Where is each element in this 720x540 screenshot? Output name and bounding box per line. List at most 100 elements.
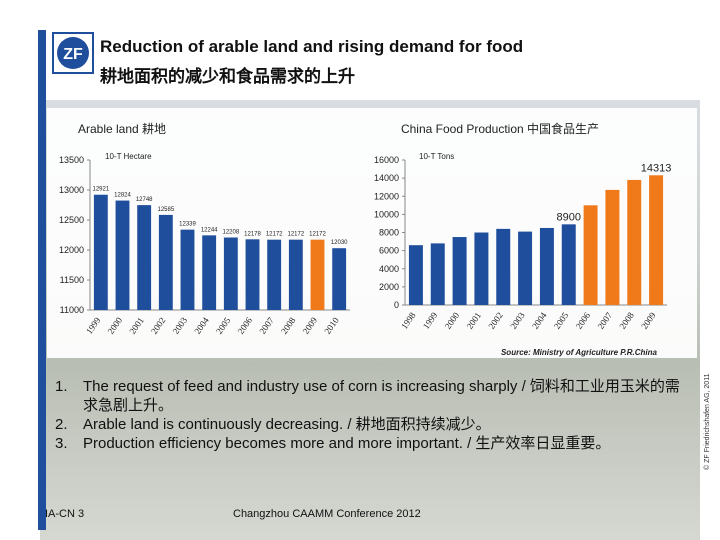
bullet-list: 1. The request of feed and industry use o… xyxy=(55,377,685,453)
bar xyxy=(649,175,664,305)
bullet-number: 2. xyxy=(55,416,68,433)
y-tick-label: 13000 xyxy=(59,185,84,195)
data-label: 12585 xyxy=(157,207,174,213)
y-tick-label: 0 xyxy=(394,300,399,310)
bullet-text: Production efficiency becomes more and m… xyxy=(83,435,611,452)
data-label: 12172 xyxy=(309,232,326,238)
y-tick-label: 12000 xyxy=(59,245,84,255)
x-tick-label: 2010 xyxy=(322,315,341,336)
x-tick-label: 2003 xyxy=(508,310,527,331)
y-tick-label: 12500 xyxy=(59,215,84,225)
chart-title: China Food Production 中国食品生产 xyxy=(401,121,599,136)
y-tick-label: 11500 xyxy=(60,275,84,285)
bar xyxy=(474,232,489,305)
data-label: 12824 xyxy=(114,193,131,199)
bullet-text: The request of feed and industry use of … xyxy=(83,378,680,414)
y-tick-label: 13500 xyxy=(59,155,84,165)
logo: ZF xyxy=(52,32,94,74)
x-tick-label: 2009 xyxy=(301,315,320,336)
data-label: 12748 xyxy=(136,197,153,203)
data-label: 14313 xyxy=(641,162,672,174)
bullet: 3. Production efficiency becomes more and… xyxy=(55,434,685,453)
accent-bar xyxy=(38,30,46,530)
svg-text:ZF: ZF xyxy=(63,46,83,63)
x-tick-label: 2006 xyxy=(236,315,255,336)
x-tick-label: 2002 xyxy=(149,315,168,335)
bar xyxy=(180,229,195,310)
x-tick-label: 2005 xyxy=(214,315,233,336)
bar xyxy=(267,239,282,310)
unit-label: 10-T Hectare xyxy=(105,152,152,161)
y-tick-label: 11000 xyxy=(60,305,84,315)
x-tick-label: 2009 xyxy=(639,310,658,331)
chart-panel: Arable land 耕地 10-T Hectare 11000 11500 1200… xyxy=(47,108,697,358)
bar xyxy=(430,243,445,305)
x-tick-label: 2007 xyxy=(257,315,276,336)
data-label: 12030 xyxy=(331,240,348,246)
slide-subtitle: 耕地面积的减少和食品需求的上升 xyxy=(100,67,355,86)
bar xyxy=(408,245,423,305)
data-label: 12172 xyxy=(266,232,283,238)
x-tick-label: 2000 xyxy=(443,310,462,331)
data-label: 12178 xyxy=(244,231,261,237)
bar xyxy=(452,237,467,305)
footer-conference: Changzhou CAAMM Conference 2012 xyxy=(233,508,421,520)
x-tick-label: 2007 xyxy=(596,310,615,331)
bullet-number: 1. xyxy=(55,378,68,395)
bar xyxy=(202,235,217,310)
x-tick-label: 2005 xyxy=(552,310,571,331)
bar xyxy=(310,239,325,310)
bar xyxy=(332,248,347,310)
y-tick-label: 4000 xyxy=(379,264,399,274)
bar xyxy=(583,205,598,305)
x-tick-label: 2001 xyxy=(127,315,146,335)
data-label: 8900 xyxy=(557,211,581,223)
bar xyxy=(627,179,642,305)
y-tick-label: 2000 xyxy=(379,282,399,292)
copyright: © ZF Friedrichshafen AG, 2011 xyxy=(704,373,711,470)
bullet-number: 3. xyxy=(55,435,68,452)
bar xyxy=(158,214,173,310)
x-tick-label: 2004 xyxy=(530,310,549,331)
bar xyxy=(137,205,152,310)
y-tick-label: 10000 xyxy=(374,209,399,219)
y-tick-label: 14000 xyxy=(374,173,399,183)
data-label: 12339 xyxy=(179,222,196,228)
x-tick-label: 2004 xyxy=(192,315,211,336)
data-label: 12921 xyxy=(92,187,109,193)
bar xyxy=(93,194,108,310)
x-tick-label: 2000 xyxy=(106,315,125,336)
bullet-text: Arable land is continuously decreasing. … xyxy=(83,416,491,433)
x-tick-label: 1998 xyxy=(399,310,418,331)
data-label: 12244 xyxy=(201,227,218,233)
bullet: 2. Arable land is continuously decreasing… xyxy=(55,415,685,434)
bar xyxy=(115,200,130,310)
x-tick-label: 1999 xyxy=(84,315,103,336)
charts: Arable land 耕地 10-T Hectare 11000 11500 1200… xyxy=(59,121,672,357)
data-label: 12172 xyxy=(287,232,304,238)
bar xyxy=(518,231,533,305)
y-tick-label: 12000 xyxy=(374,191,399,201)
bar xyxy=(561,224,576,305)
y-tick-label: 6000 xyxy=(379,246,399,256)
x-tick-label: 2001 xyxy=(465,310,484,330)
bar xyxy=(288,239,303,310)
bar xyxy=(539,227,554,305)
x-tick-label: 2003 xyxy=(171,315,190,336)
x-tick-label: 2008 xyxy=(279,315,298,336)
footer-page: IA-CN 3 xyxy=(45,508,85,520)
x-tick-label: 2008 xyxy=(617,310,636,331)
x-tick-label: 2006 xyxy=(574,310,593,331)
chart-title: Arable land 耕地 xyxy=(78,121,166,136)
y-tick-label: 16000 xyxy=(374,155,399,165)
unit-label: 10-T Tons xyxy=(419,152,454,161)
bar xyxy=(605,189,620,305)
bullet: 1. The request of feed and industry use o… xyxy=(55,377,685,415)
source: Source: Ministry of Agriculture P.R.Chin… xyxy=(501,348,658,357)
bar xyxy=(496,228,511,305)
y-tick-label: 8000 xyxy=(379,228,399,238)
bar xyxy=(223,237,238,310)
data-label: 12208 xyxy=(222,230,239,236)
x-tick-label: 2002 xyxy=(486,310,505,330)
